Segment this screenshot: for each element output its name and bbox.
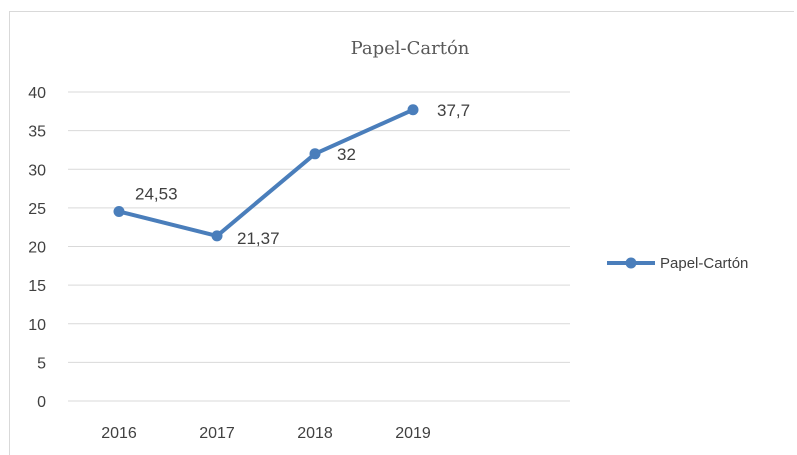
y-tick-label: 40 — [28, 85, 46, 102]
data-point — [309, 148, 321, 160]
y-axis-ticks: 0 5 10 15 20 25 30 35 40 — [28, 85, 46, 411]
chart-frame — [9, 11, 794, 455]
legend-marker — [625, 257, 637, 269]
data-labels: 24,53 21,37 32 37,7 — [135, 101, 470, 248]
y-tick-label: 15 — [28, 278, 46, 295]
legend-label: Papel-Cartón — [660, 255, 748, 272]
data-point — [211, 230, 223, 242]
y-tick-label: 20 — [28, 240, 46, 257]
x-axis-ticks: 2016 2017 2018 2019 — [101, 425, 431, 442]
y-tick-label: 10 — [28, 317, 46, 334]
data-point — [113, 206, 125, 218]
grid-lines — [68, 91, 570, 402]
x-tick-label: 2018 — [297, 425, 333, 442]
data-label: 32 — [337, 145, 356, 164]
data-point — [407, 104, 419, 116]
series-line — [118, 107, 414, 238]
legend: Papel-Cartón — [607, 255, 748, 272]
y-tick-label: 5 — [37, 355, 46, 372]
y-tick-label: 30 — [28, 162, 46, 179]
y-tick-label: 25 — [28, 201, 46, 218]
x-tick-label: 2016 — [101, 425, 137, 442]
data-label: 24,53 — [135, 185, 178, 204]
series-layer — [113, 104, 419, 242]
x-tick-label: 2017 — [199, 425, 235, 442]
x-tick-label: 2019 — [395, 425, 431, 442]
data-label: 21,37 — [237, 229, 280, 248]
data-label: 37,7 — [437, 101, 470, 120]
y-tick-label: 0 — [37, 394, 46, 411]
chart-title: Papel-Cartón — [351, 38, 470, 59]
y-tick-label: 35 — [28, 124, 46, 141]
